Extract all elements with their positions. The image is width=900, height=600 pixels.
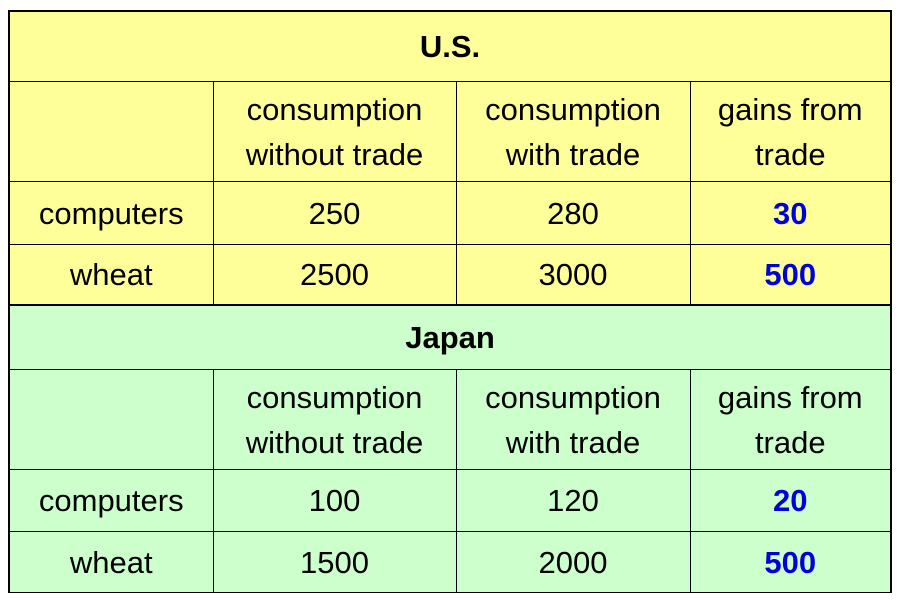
japan-row-label-computers: computers (10, 469, 214, 532)
us-row-label-computers: computers (10, 181, 214, 245)
us-header-with-trade: consumption with trade (455, 81, 691, 182)
japan-header-with-trade-line2: with trade (505, 424, 641, 460)
table-row: wheat 1500 2000 500 (10, 531, 891, 592)
us-row-label-wheat: wheat (10, 244, 214, 305)
japan-header-with-trade-line1: consumption (485, 379, 661, 415)
us-wheat-gains: 500 (689, 244, 891, 305)
us-header-without-trade-line1: consumption (246, 91, 423, 127)
us-title-row: U.S. (10, 12, 891, 82)
table-row: wheat 2500 3000 500 (10, 244, 891, 305)
japan-wheat-gains: 500 (689, 531, 891, 592)
japan-header-without-trade-line2: without trade (245, 424, 424, 460)
us-wheat-with-trade: 3000 (455, 244, 691, 305)
japan-wheat-with-trade: 2000 (455, 531, 691, 592)
japan-header-empty-cell (10, 369, 214, 470)
us-header-gains-line2: trade (754, 136, 826, 172)
japan-header-row: consumption without trade consumption wi… (10, 369, 891, 470)
us-header-gains-line1: gains from (717, 91, 863, 127)
japan-computers-with-trade: 120 (455, 469, 691, 532)
us-header-without-trade-line2: without trade (245, 136, 424, 172)
japan-header-gains-line1: gains from (717, 379, 863, 415)
japan-header-gains-line2: trade (754, 424, 826, 460)
us-header-with-trade-line1: consumption (485, 91, 661, 127)
us-computers-with-trade: 280 (455, 181, 691, 245)
japan-header-without-trade-line1: consumption (246, 379, 423, 415)
us-table-title: U.S. (10, 12, 891, 82)
japan-header-without-trade: consumption without trade (212, 369, 457, 470)
japan-computers-gains: 20 (689, 469, 891, 532)
japan-table-title: Japan (10, 306, 891, 370)
us-header-gains: gains from trade (689, 81, 891, 182)
japan-header-with-trade: consumption with trade (455, 369, 691, 470)
table-row: computers 250 280 30 (10, 181, 891, 245)
us-header-with-trade-line2: with trade (505, 136, 641, 172)
us-header-row: consumption without trade consumption wi… (10, 81, 891, 182)
us-header-without-trade: consumption without trade (212, 81, 457, 182)
us-header-empty-cell (10, 81, 214, 182)
japan-computers-without-trade: 100 (212, 469, 457, 532)
consumption-tables-frame: U.S. consumption without trade consumpti… (8, 10, 892, 593)
japan-header-gains: gains from trade (689, 369, 891, 470)
table-row: computers 100 120 20 (10, 469, 891, 532)
us-wheat-without-trade: 2500 (212, 244, 457, 305)
japan-wheat-without-trade: 1500 (212, 531, 457, 592)
us-computers-gains: 30 (689, 181, 891, 245)
japan-consumption-table: Japan consumption without trade consumpt… (10, 306, 891, 592)
japan-title-row: Japan (10, 306, 891, 370)
us-computers-without-trade: 250 (212, 181, 457, 245)
us-consumption-table: U.S. consumption without trade consumpti… (10, 12, 891, 306)
japan-row-label-wheat: wheat (10, 531, 214, 592)
